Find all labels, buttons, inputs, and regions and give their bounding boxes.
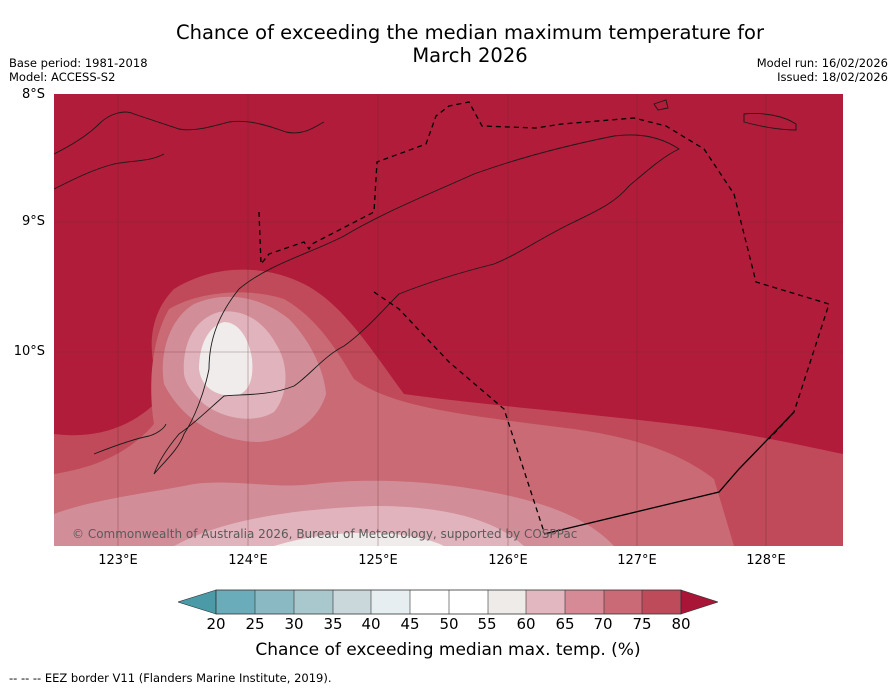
contour-60-south [174,506,524,546]
colorbar-tick-40: 40 [361,615,381,633]
eez-border [258,101,830,533]
colorbar-tick-20: 20 [206,615,226,633]
colorbar-tick-35: 35 [323,615,343,633]
colorbar-tick-50: 50 [439,615,459,633]
base-period: Base period: 1981-2018 [9,56,148,70]
lon-label-127e: 127°E [617,553,657,568]
colorbar-tick-80: 80 [671,615,691,633]
colorbar-tick-30: 30 [284,615,304,633]
colorbar-tick-55: 55 [477,615,497,633]
lat-label-9s: 9°S [21,214,45,229]
colorbar-seg-75-80 [642,590,681,614]
colorbar-seg-40-45 [371,590,410,614]
gridlines [54,94,843,546]
lat-label-8s: 8°S [21,87,45,102]
colorbar-tick-70: 70 [593,615,613,633]
map-panel[interactable] [54,94,843,546]
map-svg [54,94,843,546]
lat-label-10s: 10°S [13,344,45,359]
eez-solid [543,411,795,535]
colorbar [178,589,718,615]
timor-coast [153,134,680,475]
colorbar-tick-25: 25 [245,615,265,633]
colorbar-seg-25-30 [255,590,294,614]
contour-55-south [274,532,444,546]
title-line-2: March 2026 [412,44,528,67]
model-run: Model run: 16/02/2026 [756,56,888,70]
chart-title: Chance of exceeding the median maximum t… [150,21,790,67]
issued-date: Issued: 18/02/2026 [777,70,888,84]
colorbar-seg-50-55 [449,590,488,614]
colorbar-seg-45-50 [410,590,449,614]
eez-south [373,291,545,533]
colorbar-tick-45: 45 [400,615,420,633]
colorbar-seg-65-70 [565,590,604,614]
eez-footnote: -- -- -- EEZ border V11 (Flanders Marine… [9,671,332,685]
colorbar-low-arrow [178,589,217,615]
meta-right: Model run: 16/02/2026 Issued: 18/02/2026 [757,56,888,84]
colorbar-dividers [254,590,643,614]
colorbar-seg-20-25 [216,590,255,614]
colorbar-tick-65: 65 [555,615,575,633]
north-islands-coast [54,111,325,155]
eez-north [258,101,830,440]
lon-label-123e: 123°E [98,553,138,568]
meta-left: Base period: 1981-2018 Model: ACCESS-S2 [9,56,148,84]
island-a [653,99,669,111]
colorbar-tick-75: 75 [632,615,652,633]
coastlines [54,99,797,475]
model-name: Model: ACCESS-S2 [9,70,116,84]
colorbar-frame [215,589,682,615]
rote-coast [93,423,167,455]
lon-label-125e: 125°E [358,553,398,568]
lon-label-124e: 124°E [228,553,268,568]
flores-coast [54,153,165,190]
colorbar-tick-60: 60 [516,615,536,633]
colorbar-label: Chance of exceeding median max. temp. (%… [255,640,641,660]
colorbar-seg-70-75 [604,590,642,614]
colorbar-seg-30-35 [294,590,333,614]
title-line-1: Chance of exceeding the median maximum t… [175,21,765,44]
colorbar-seg-60-65 [526,590,565,614]
island-b [743,113,797,131]
lon-label-126e: 126°E [488,553,528,568]
colorbar-high-arrow [680,589,718,615]
lon-label-128e: 128°E [746,553,786,568]
copyright-text: © Commonwealth of Australia 2026, Bureau… [72,527,578,541]
colorbar-seg-55-60 [488,590,526,614]
colorbar-seg-35-40 [333,590,371,614]
